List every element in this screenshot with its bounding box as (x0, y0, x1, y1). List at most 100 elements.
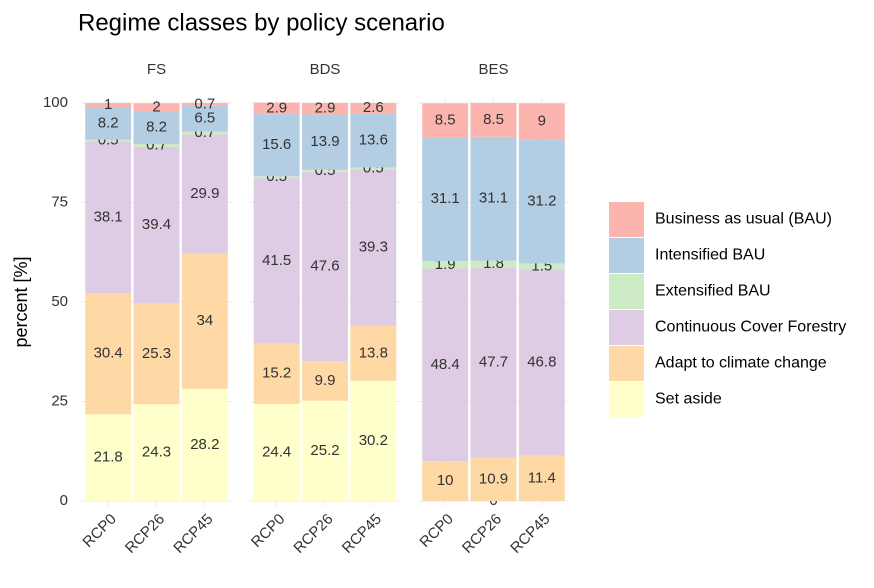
bar-segment (302, 103, 348, 115)
value-label: 15.2 (262, 365, 291, 382)
bar-segment (350, 103, 397, 114)
value-label: 31.2 (527, 192, 556, 209)
value-label: 0.7 (194, 95, 215, 112)
value-label: 41.5 (262, 252, 291, 269)
value-label: 28.2 (190, 436, 219, 453)
value-label: 29.9 (190, 185, 219, 202)
bar-segment (181, 134, 228, 254)
bar-segment (181, 388, 228, 501)
x-tick-label: RCP0 (416, 511, 456, 551)
legend-label: Set aside (655, 391, 722, 408)
bar-segment (85, 103, 132, 107)
value-label: 30.2 (359, 432, 388, 449)
value-label: 8.5 (483, 111, 504, 128)
bar-segment (470, 267, 517, 458)
value-label: 39.3 (359, 239, 388, 256)
value-label: 34 (196, 312, 213, 329)
facet-title: FS (147, 61, 166, 78)
y-tick-label: 25 (51, 392, 68, 409)
y-tick-label: 50 (51, 293, 68, 310)
bar-segment (85, 106, 132, 140)
bar-segment (253, 102, 300, 115)
value-label: 9.9 (315, 372, 336, 389)
bar-segment (133, 143, 180, 147)
legend-key (609, 346, 644, 381)
value-label: 10.9 (479, 470, 508, 487)
bar-segment (350, 380, 397, 501)
legend-key (609, 310, 644, 345)
value-label: 8.2 (98, 114, 119, 131)
facet-title: BES (478, 61, 508, 78)
bar-segment (422, 137, 469, 262)
x-tick-label: RCP0 (248, 511, 288, 551)
value-label: 25.2 (310, 442, 339, 459)
bar-segment (302, 114, 348, 170)
value-label: 2.9 (266, 99, 287, 116)
bar-segment (422, 268, 469, 462)
x-tick-label: RCP26 (459, 511, 505, 557)
bar-segment (85, 414, 132, 501)
value-label: 13.6 (359, 131, 388, 148)
bar-segment (253, 343, 300, 404)
bar-segment (181, 103, 228, 106)
bar-segment (133, 111, 180, 144)
bar-segment (422, 461, 469, 501)
bar-segment (518, 269, 565, 456)
bar-segment (85, 293, 132, 415)
y-tick-label: 75 (51, 193, 68, 210)
value-label: 1 (104, 96, 112, 113)
bar-segment (422, 103, 469, 138)
value-label: 46.8 (527, 353, 556, 370)
bar-segment (85, 141, 132, 294)
x-tick-label: RCP45 (339, 511, 385, 557)
bar-segment (133, 404, 180, 501)
bar-segment (253, 114, 300, 177)
bar-segment (85, 139, 132, 142)
x-tick-label: RCP45 (170, 511, 216, 557)
value-label: 9 (538, 112, 546, 129)
bar-segment (350, 167, 397, 170)
value-label: 8.5 (435, 111, 456, 128)
bar-segment (422, 261, 469, 269)
facet-title: BDS (310, 61, 341, 78)
value-label: 13.8 (359, 344, 388, 361)
bar-segment (518, 263, 565, 270)
value-label: 8.2 (146, 119, 167, 136)
value-label: 24.3 (142, 444, 171, 461)
value-label: 47.7 (479, 354, 508, 371)
bar-segment (133, 303, 180, 405)
value-label: 2.6 (363, 99, 384, 116)
bar-segment (181, 253, 228, 389)
x-tick-label: RCP45 (507, 511, 553, 557)
legend-key (609, 238, 644, 273)
bar-segment (518, 139, 565, 264)
value-label: 25.3 (142, 345, 171, 362)
bar-segment (181, 105, 228, 132)
x-tick-label: RCP0 (79, 511, 119, 551)
x-tick-label: RCP26 (290, 511, 336, 557)
y-tick-label: 0 (60, 492, 68, 509)
legend-key (609, 382, 644, 417)
value-label: 47.6 (310, 258, 339, 275)
bar-segment (470, 457, 517, 501)
value-label: 30.4 (94, 345, 123, 362)
bar-segment (302, 361, 348, 401)
value-label: 21.8 (94, 449, 123, 466)
legend-label: Adapt to climate change (655, 355, 827, 372)
value-label: 15.6 (262, 136, 291, 153)
value-label: 31.1 (479, 190, 508, 207)
bar-segment (253, 403, 300, 501)
bar-segment (470, 103, 517, 137)
y-axis-label: percent [%] (11, 256, 31, 347)
legend-label: Extensified BAU (655, 283, 771, 300)
value-label: 10 (437, 472, 454, 489)
value-label: 2 (152, 98, 160, 115)
value-label: 13.9 (310, 133, 339, 150)
legend-label: Intensified BAU (655, 247, 765, 264)
chart-title: Regime classes by policy scenario (78, 9, 445, 36)
value-label: 31.1 (431, 190, 460, 207)
bar-segment (350, 325, 397, 381)
value-label: 2.9 (315, 100, 336, 117)
bar-segment (518, 103, 565, 140)
